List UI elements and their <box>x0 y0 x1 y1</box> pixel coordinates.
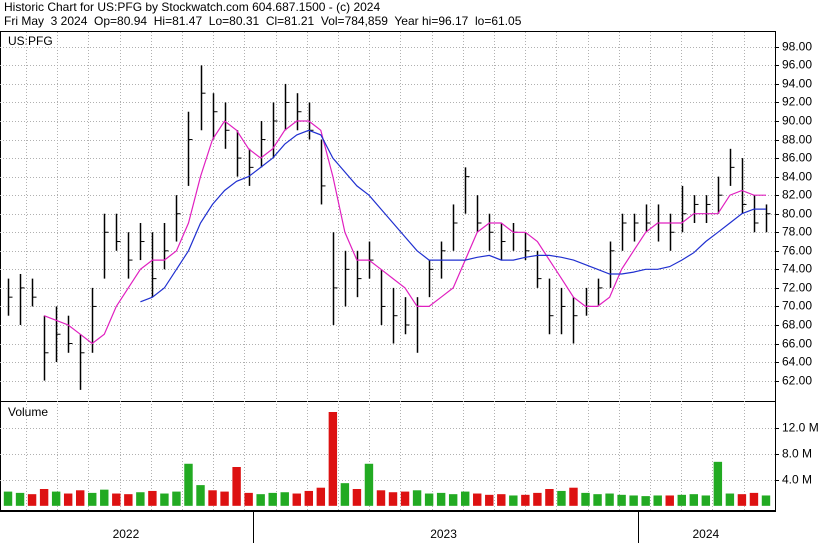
volume-bar <box>172 491 181 506</box>
volume-bar <box>629 495 638 506</box>
y-tick-label: 66.00 <box>782 337 812 351</box>
y-tick-label: 94.00 <box>782 77 812 91</box>
volume-bar <box>749 492 759 506</box>
volume-bar <box>557 490 566 506</box>
volume-bar <box>388 492 398 506</box>
x-tick-label: 2024 <box>692 527 719 541</box>
volume-bar <box>63 493 73 506</box>
volume-bar <box>280 492 289 506</box>
y-tick-label: 64.00 <box>782 355 812 369</box>
y-tick-label: 88.00 <box>782 133 812 147</box>
plot-frame <box>0 31 776 511</box>
volume-bar <box>88 492 97 506</box>
y-tick-label: 70.00 <box>782 299 812 313</box>
volume-bar <box>100 489 109 506</box>
moving-average <box>43 120 766 345</box>
volume-bar <box>232 467 241 506</box>
volume-bar <box>641 496 650 506</box>
volume-bar <box>268 492 277 506</box>
volume-bar <box>328 412 338 506</box>
chart-subtitle: Fri May 3 2024 Op=80.94 Hi=81.47 Lo=80.3… <box>4 14 522 28</box>
y-tick-label: 92.00 <box>782 95 812 109</box>
volume-bar <box>148 490 157 506</box>
y-tick-label: 12.0 M <box>782 421 819 435</box>
x-tick-label: 2023 <box>430 527 457 541</box>
volume-bar <box>701 495 711 506</box>
volume-bar <box>617 494 626 506</box>
volume-bar <box>412 490 422 506</box>
volume-bar <box>677 494 686 506</box>
volume-bar <box>533 492 542 506</box>
volume-bar <box>761 495 771 506</box>
y-tick-label: 68.00 <box>782 318 812 332</box>
volume-bar <box>292 493 301 506</box>
volume-bar <box>713 461 723 506</box>
volume-bar <box>75 490 85 506</box>
volume-bar <box>136 492 145 506</box>
symbol-label: US:PFG <box>8 34 53 48</box>
volume-bar <box>124 494 133 506</box>
volume-bar <box>424 493 434 506</box>
volume-bar <box>653 495 662 506</box>
y-tick-label: 80.00 <box>782 207 812 221</box>
chart-title: Historic Chart for US:PFG by Stockwatch.… <box>4 0 380 14</box>
volume-bar <box>112 493 121 506</box>
volume-bar <box>51 491 61 506</box>
y-tick-label: 72.00 <box>782 281 812 295</box>
volume-bar <box>593 494 602 506</box>
volume-bar <box>352 489 362 506</box>
volume-bar <box>27 494 37 506</box>
volume-bar <box>376 490 386 506</box>
volume-bar <box>196 485 205 506</box>
moving-average <box>140 129 766 303</box>
y-tick-label: 82.00 <box>782 188 812 202</box>
y-tick-label: 96.00 <box>782 58 812 72</box>
volume-bar <box>473 493 482 506</box>
volume-bar <box>521 494 530 506</box>
y-tick-label: 90.00 <box>782 114 812 128</box>
y-tick-label: 74.00 <box>782 262 812 276</box>
volume-bar <box>509 495 518 506</box>
volume-bar <box>316 487 326 506</box>
y-tick-label: 76.00 <box>782 244 812 258</box>
volume-bar <box>665 495 674 506</box>
volume-bar <box>208 490 217 506</box>
volume-bar <box>15 492 25 506</box>
volume-bar <box>689 494 699 506</box>
volume-bar <box>460 491 470 506</box>
y-tick-label: 86.00 <box>782 151 812 165</box>
volume-bar <box>184 463 193 506</box>
volume-bar <box>304 490 314 506</box>
volume-bar <box>485 494 494 506</box>
volume-bar <box>340 483 350 506</box>
volume-bar <box>160 493 169 506</box>
volume-bar <box>569 487 578 506</box>
volume-bar <box>244 492 253 506</box>
volume-bar <box>220 491 229 506</box>
volume-bar <box>725 493 735 506</box>
volume-bar <box>256 494 265 506</box>
volume-bar <box>605 493 614 506</box>
y-tick-label: 62.00 <box>782 374 812 388</box>
volume-bar <box>364 463 374 506</box>
volume-bar <box>39 489 49 506</box>
volume-bar <box>737 494 747 506</box>
volume-bar <box>448 494 458 506</box>
volume-label: Volume <box>8 405 48 419</box>
y-tick-label: 78.00 <box>782 225 812 239</box>
volume-bar <box>436 492 446 506</box>
volume-bar <box>3 491 13 506</box>
volume-bar <box>581 492 590 506</box>
y-tick-label: 84.00 <box>782 170 812 184</box>
y-tick-label: 4.0 M <box>782 473 812 487</box>
volume-bar <box>497 494 506 506</box>
y-tick-label: 98.00 <box>782 40 812 54</box>
y-tick-label: 8.0 M <box>782 447 812 461</box>
volume-bar <box>400 491 410 506</box>
x-tick-label: 2022 <box>113 527 140 541</box>
volume-bar <box>545 489 554 506</box>
